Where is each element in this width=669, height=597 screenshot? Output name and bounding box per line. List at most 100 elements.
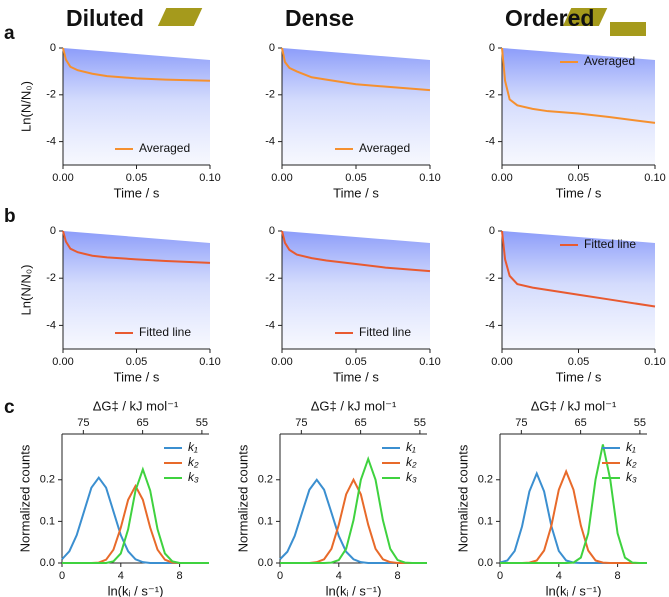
x-tick-label: 0.05 xyxy=(126,356,147,368)
x-axis-label: Time / s xyxy=(333,185,379,200)
x2-tick-label: 65 xyxy=(574,417,586,429)
legend-label: k₃ xyxy=(188,470,199,484)
series-line xyxy=(62,47,211,82)
legend-label: k₁ xyxy=(406,440,416,454)
x-tick-label: 0.05 xyxy=(568,172,589,184)
x-axis-label: Time / s xyxy=(114,185,160,200)
x-tick-label: 0 xyxy=(497,570,503,582)
x2-axis-label: ΔG‡ / kJ mol⁻¹ xyxy=(93,398,179,413)
legend-label: k₂ xyxy=(188,455,199,469)
x2-tick-label: 65 xyxy=(136,417,148,429)
y-tick-label: 0.2 xyxy=(478,474,493,486)
x2-tick-label: 75 xyxy=(77,417,89,429)
x-tick-label: 0.00 xyxy=(491,356,512,368)
y-tick-label: -4 xyxy=(46,136,56,148)
y-tick-label: 0 xyxy=(50,225,56,237)
y-axis-label: Normalized counts xyxy=(455,444,470,552)
y-tick-label: -4 xyxy=(485,136,495,148)
y-tick-label: 0.1 xyxy=(478,515,493,527)
legend-label: k₃ xyxy=(406,470,417,484)
series-line xyxy=(500,468,647,564)
surface-icon xyxy=(562,8,608,26)
x-tick-label: 8 xyxy=(177,570,183,582)
panel-label: b xyxy=(4,206,16,227)
y-tick-label: 0.2 xyxy=(40,474,55,486)
x-axis-label: ln(kᵢ / s⁻¹) xyxy=(546,583,602,597)
y-tick-label: 0.0 xyxy=(478,557,493,569)
series-line xyxy=(62,483,209,564)
x-tick-label: 0.10 xyxy=(644,172,665,184)
trace-cloud xyxy=(502,48,655,165)
x-tick-label: 0.05 xyxy=(345,356,366,368)
x-tick-label: 0.00 xyxy=(52,172,73,184)
y-tick-label: -4 xyxy=(485,319,495,331)
x-tick-label: 0.10 xyxy=(199,356,220,368)
x-axis-label: Time / s xyxy=(556,185,602,200)
x-axis-label: Time / s xyxy=(114,369,160,384)
series-line xyxy=(501,230,656,308)
y-axis-label: Normalized counts xyxy=(235,444,250,552)
y-tick-label: 0.0 xyxy=(40,557,55,569)
y-tick-label: -2 xyxy=(46,89,56,101)
series-line xyxy=(62,230,211,264)
x2-axis-label: ΔG‡ / kJ mol⁻¹ xyxy=(531,398,617,413)
x-tick-label: 4 xyxy=(336,570,342,582)
y-tick-label: 0.0 xyxy=(258,557,273,569)
x-tick-label: 8 xyxy=(615,570,621,582)
x2-tick-label: 75 xyxy=(515,417,527,429)
y-tick-label: -2 xyxy=(265,272,275,284)
legend-label: k₂ xyxy=(406,455,417,469)
legend-label: Averaged xyxy=(359,141,410,155)
trace-cloud xyxy=(502,231,655,349)
panel-title: Ordered xyxy=(505,5,594,31)
trace-cloud xyxy=(63,48,210,165)
x-tick-label: 0 xyxy=(59,570,65,582)
legend-label: Averaged xyxy=(139,141,190,155)
y-tick-label: 0 xyxy=(489,42,495,54)
x-tick-label: 0.05 xyxy=(568,356,589,368)
x-tick-label: 0.10 xyxy=(419,356,440,368)
series-line xyxy=(281,230,431,273)
legend-label: Averaged xyxy=(584,54,635,68)
trace-cloud xyxy=(282,48,430,165)
x-tick-label: 0.10 xyxy=(644,356,665,368)
x2-tick-label: 75 xyxy=(295,417,307,429)
y-tick-label: -4 xyxy=(265,319,275,331)
legend-label: k₂ xyxy=(626,455,637,469)
x-axis-label: ln(kᵢ / s⁻¹) xyxy=(108,583,164,597)
panel-label: c xyxy=(4,397,15,418)
panel-title: Diluted xyxy=(66,5,144,31)
x-tick-label: 4 xyxy=(118,570,124,582)
series-line xyxy=(62,466,209,564)
surface-icon xyxy=(157,8,203,26)
legend-label: Fitted line xyxy=(584,237,636,251)
y-tick-label: -2 xyxy=(265,89,275,101)
x2-tick-label: 55 xyxy=(196,417,208,429)
y-axis-label: Ln(N/N₀) xyxy=(18,81,33,132)
series-line xyxy=(499,470,647,564)
y-tick-label: -2 xyxy=(485,89,495,101)
y-tick-label: 0 xyxy=(50,42,56,54)
x-tick-label: 0.00 xyxy=(271,356,292,368)
legend-label: k₁ xyxy=(188,440,198,454)
x-tick-label: 0 xyxy=(277,570,283,582)
y-tick-label: -2 xyxy=(485,272,495,284)
y-tick-label: -4 xyxy=(46,319,56,331)
legend-label: k₁ xyxy=(626,440,636,454)
x-tick-label: 0.05 xyxy=(345,172,366,184)
y-axis-label: Ln(N/N₀) xyxy=(18,265,33,316)
x-tick-label: 0.10 xyxy=(419,172,440,184)
x2-tick-label: 65 xyxy=(354,417,366,429)
series-line xyxy=(500,444,647,564)
series-line xyxy=(501,47,656,124)
x2-axis-label: ΔG‡ / kJ mol⁻¹ xyxy=(311,398,397,413)
x-axis-label: Time / s xyxy=(556,369,602,384)
y-tick-label: 0.1 xyxy=(258,515,273,527)
x-tick-label: 0.00 xyxy=(491,172,512,184)
y-tick-label: 0 xyxy=(489,225,495,237)
y-tick-label: 0 xyxy=(269,225,275,237)
y-tick-label: -4 xyxy=(265,136,275,148)
legend-label: k₃ xyxy=(626,470,637,484)
